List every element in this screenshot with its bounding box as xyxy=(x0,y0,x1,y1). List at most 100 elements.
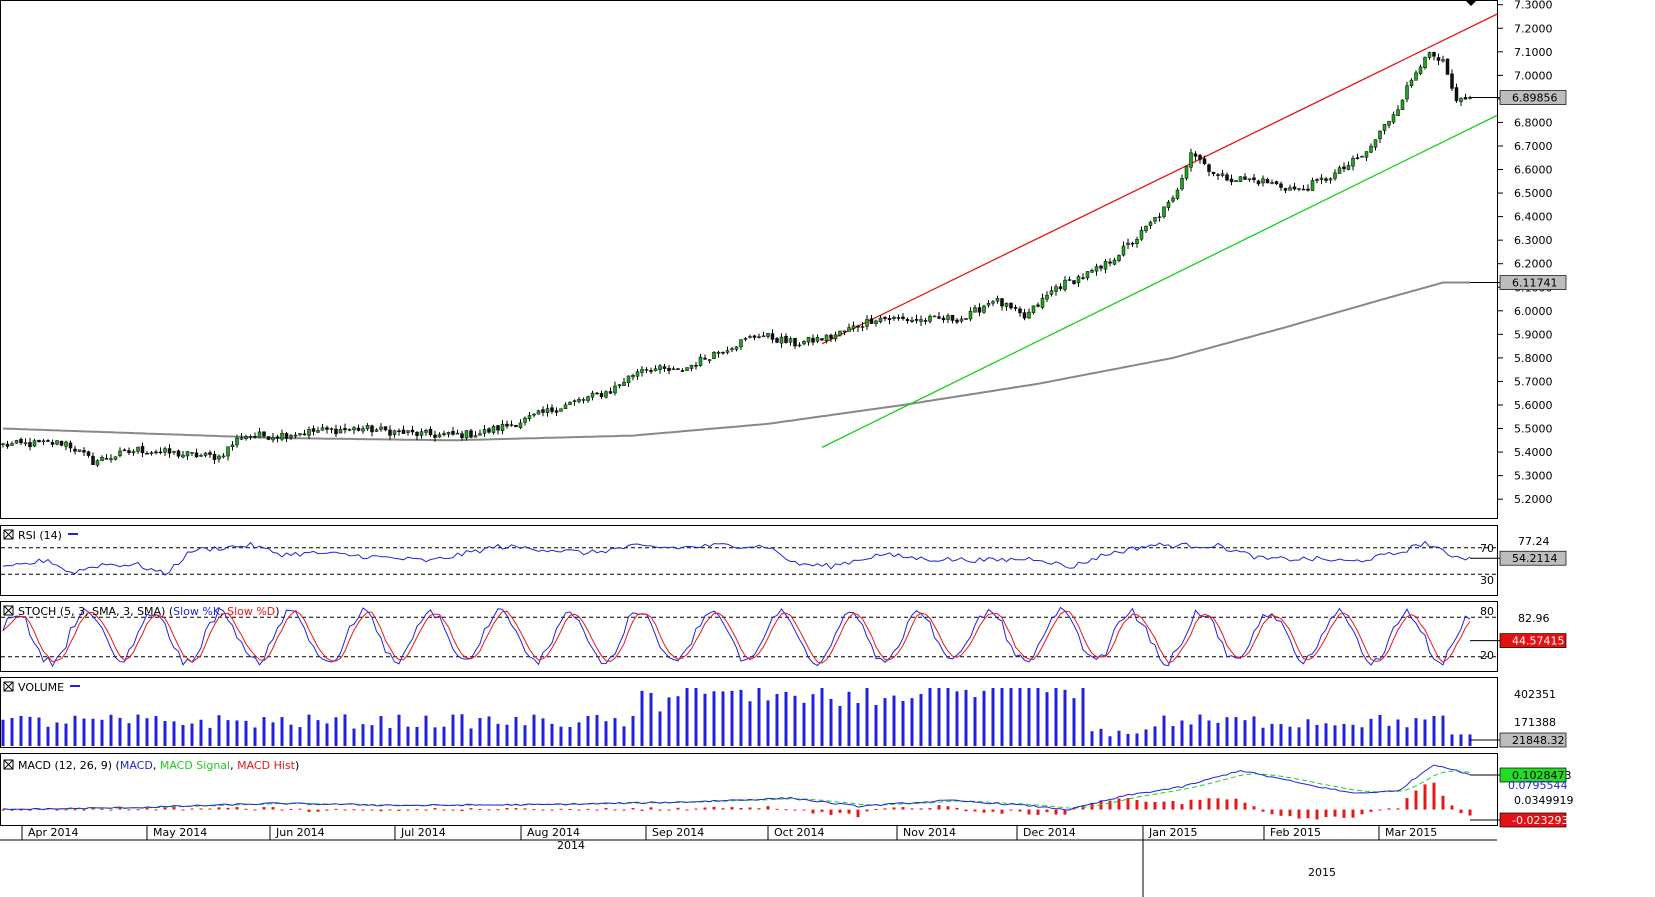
volume-bar[interactable] xyxy=(829,698,833,746)
macd-hist-bar[interactable] xyxy=(1324,809,1328,818)
macd-hist-bar[interactable] xyxy=(910,808,914,810)
volume-bar[interactable] xyxy=(325,723,329,746)
volume-bar[interactable] xyxy=(1252,716,1256,746)
candle-body[interactable] xyxy=(977,307,982,313)
macd-hist-bar[interactable] xyxy=(1279,809,1283,816)
candle-body[interactable] xyxy=(1337,167,1342,174)
candle-body[interactable] xyxy=(833,334,838,340)
candle-body[interactable] xyxy=(1319,177,1324,180)
volume-bar[interactable] xyxy=(685,688,689,746)
volume-bar[interactable] xyxy=(1369,718,1373,746)
candle-body[interactable] xyxy=(73,448,77,452)
volume-bar[interactable] xyxy=(145,718,149,746)
macd-hist-bar[interactable] xyxy=(811,809,815,814)
macd-hist-bar[interactable] xyxy=(1216,798,1220,810)
candle-body[interactable] xyxy=(541,409,545,413)
candle-body[interactable] xyxy=(932,315,937,318)
volume-bar[interactable] xyxy=(982,690,986,746)
macd-hist-bar[interactable] xyxy=(766,806,770,810)
volume-bar[interactable] xyxy=(784,691,788,746)
candle-body[interactable] xyxy=(806,336,811,343)
candle-body[interactable] xyxy=(298,433,302,436)
candle-body[interactable] xyxy=(644,369,649,371)
candle-body[interactable] xyxy=(10,443,14,446)
candle-body[interactable] xyxy=(811,337,815,343)
candle-body[interactable] xyxy=(1036,304,1040,307)
macd-hist-bar[interactable] xyxy=(262,807,266,810)
scroll-marker-icon[interactable] xyxy=(1465,0,1477,6)
candle-body[interactable] xyxy=(442,433,446,435)
macd-hist-bar[interactable] xyxy=(694,808,698,810)
macd-hist-bar[interactable] xyxy=(964,809,968,812)
macd-hist-bar[interactable] xyxy=(118,807,122,810)
volume-bar[interactable] xyxy=(1432,716,1436,746)
candle-body[interactable] xyxy=(716,351,721,354)
candle-body[interactable] xyxy=(311,428,316,432)
macd-hist-bar[interactable] xyxy=(856,809,860,818)
macd-hist-bar[interactable] xyxy=(874,808,878,810)
macd-hist-bar[interactable] xyxy=(973,809,977,812)
macd-hist-bar[interactable] xyxy=(613,809,617,811)
candle-body[interactable] xyxy=(194,452,199,458)
candle-body[interactable] xyxy=(500,423,505,432)
volume-bar[interactable] xyxy=(991,688,995,746)
candle-body[interactable] xyxy=(248,436,253,438)
candle-body[interactable] xyxy=(568,402,572,405)
macd-hist-bar[interactable] xyxy=(172,806,176,810)
volume-bar[interactable] xyxy=(658,711,662,746)
candle-body[interactable] xyxy=(910,320,914,323)
candle-body[interactable] xyxy=(532,413,536,416)
candle-body[interactable] xyxy=(1427,52,1432,58)
candle-body[interactable] xyxy=(374,429,379,432)
volume-bar[interactable] xyxy=(82,718,86,746)
candle-body[interactable] xyxy=(680,370,685,372)
candle-body[interactable] xyxy=(109,458,113,460)
candle-body[interactable] xyxy=(1018,308,1022,314)
candle-body[interactable] xyxy=(689,364,694,369)
candle-body[interactable] xyxy=(743,338,748,340)
candle-body[interactable] xyxy=(100,456,104,461)
volume-bar[interactable] xyxy=(1324,723,1328,746)
candle-body[interactable] xyxy=(370,425,374,433)
candle-body[interactable] xyxy=(640,369,644,373)
candle-body[interactable] xyxy=(653,368,658,372)
candle-body[interactable] xyxy=(1265,178,1270,184)
volume-bar[interactable] xyxy=(1396,719,1400,746)
candle-body[interactable] xyxy=(361,428,365,432)
candle-body[interactable] xyxy=(1243,176,1247,180)
candle-body[interactable] xyxy=(244,436,248,440)
volume-bar[interactable] xyxy=(865,688,869,746)
volume-bar[interactable] xyxy=(10,717,14,746)
candle-body[interactable] xyxy=(1013,307,1018,309)
candle-body[interactable] xyxy=(1009,302,1013,309)
candle-body[interactable] xyxy=(1157,216,1162,218)
candle-body[interactable] xyxy=(518,422,523,428)
candle-body[interactable] xyxy=(491,426,496,433)
macd-hist-bar[interactable] xyxy=(748,807,752,810)
candle-body[interactable] xyxy=(523,417,527,423)
candle-body[interactable] xyxy=(1225,174,1229,181)
macd-hist-bar[interactable] xyxy=(793,809,797,811)
candle-body[interactable] xyxy=(1297,188,1301,190)
candle-body[interactable] xyxy=(851,325,856,329)
macd-hist-bar[interactable] xyxy=(352,809,356,811)
volume-bar[interactable] xyxy=(820,688,824,746)
volume-bar[interactable] xyxy=(964,689,968,746)
candle-body[interactable] xyxy=(815,337,820,342)
candle-body[interactable] xyxy=(1328,178,1333,181)
macd-hist-bar[interactable] xyxy=(622,809,626,811)
candle-body[interactable] xyxy=(1315,179,1319,181)
macd-hist-bar[interactable] xyxy=(100,808,104,810)
volume-bar[interactable] xyxy=(1090,731,1094,746)
macd-hist-bar[interactable] xyxy=(1162,801,1166,810)
candle-body[interactable] xyxy=(775,338,779,343)
candle-body[interactable] xyxy=(986,302,991,306)
macd-hist-bar[interactable] xyxy=(379,809,383,812)
macd-hist-bar[interactable] xyxy=(181,809,185,811)
volume-bar[interactable] xyxy=(100,719,104,746)
volume-bar[interactable] xyxy=(1315,724,1319,746)
volume-bar[interactable] xyxy=(568,726,572,746)
candle-body[interactable] xyxy=(905,319,910,322)
macd-hist-bar[interactable] xyxy=(433,808,437,810)
candle-body[interactable] xyxy=(176,450,181,457)
